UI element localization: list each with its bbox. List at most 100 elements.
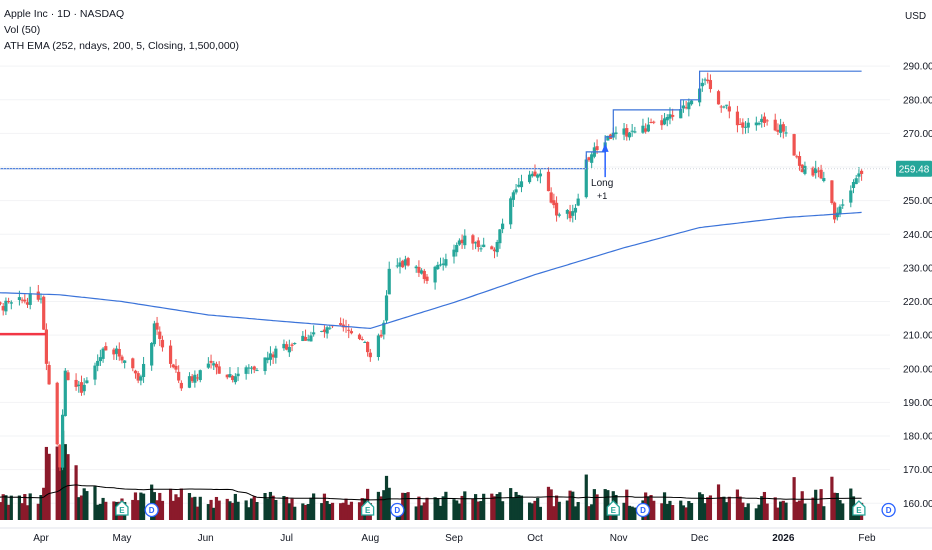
volume-bar [652, 500, 656, 520]
candlesticks [0, 72, 864, 471]
candle-body [0, 302, 3, 304]
candle-body [587, 157, 591, 161]
candle-body [152, 323, 156, 345]
candle-body [835, 212, 839, 218]
candle-body [554, 202, 559, 216]
candle-body [303, 336, 308, 341]
candle-body [42, 296, 46, 330]
volume-bar [511, 497, 515, 520]
candle-body [271, 354, 275, 358]
volume-bar [357, 502, 362, 520]
candle-body [193, 374, 197, 383]
candle-body [514, 189, 518, 193]
volume-bar [209, 499, 213, 520]
time-tick-label: Aug [361, 533, 379, 544]
volume-bar [347, 504, 351, 520]
volume-bar [725, 502, 729, 520]
candle-body [136, 373, 140, 381]
candle-body [706, 79, 710, 82]
volume-bar [463, 491, 467, 520]
volume-bar [735, 489, 740, 520]
candle-body [187, 376, 192, 388]
candle-body [420, 270, 424, 274]
candle-body [131, 358, 135, 369]
candle-body [557, 214, 561, 216]
candle-body [857, 173, 861, 177]
candle-body [117, 348, 121, 357]
candle-body [266, 357, 270, 361]
symbol-title[interactable]: Apple Inc · 1D · NASDAQ [4, 8, 125, 20]
ath-ema-indicator-label[interactable]: ATH EMA (252, ndays, 200, 5, Closing, 1,… [4, 40, 240, 52]
candle-body [441, 263, 445, 265]
candle-body [595, 146, 599, 150]
volume-bar [168, 488, 173, 520]
signal-arrow-head [601, 143, 609, 152]
volume-bar [7, 504, 11, 520]
volume-bar [536, 497, 540, 520]
volume-indicator-label[interactable]: Vol (50) [4, 24, 41, 36]
candle-body [387, 268, 391, 295]
candle-body [757, 122, 761, 125]
volume-bar [55, 446, 59, 520]
candle-body [476, 240, 480, 248]
volume-bar [622, 502, 626, 520]
candle-body [517, 184, 521, 187]
candle-body [274, 348, 278, 358]
candle-body [849, 190, 853, 203]
candle-body [776, 129, 780, 132]
candle-body [473, 242, 478, 244]
candle-body [687, 102, 691, 110]
volume-bar [762, 491, 767, 520]
volume-bar [79, 495, 84, 520]
volume-bar [743, 507, 748, 520]
candle-body [536, 174, 540, 178]
volume-bar [60, 430, 65, 520]
volume-ma-line [0, 484, 862, 501]
earnings-marker-icon [360, 500, 375, 516]
volume-bar [784, 502, 788, 520]
volume-bar [225, 498, 229, 520]
time-tick-label: Oct [527, 533, 543, 544]
volume-bar [668, 500, 672, 520]
time-tick-label: Sep [445, 533, 463, 544]
volume-bar [82, 488, 86, 520]
candle-body [171, 364, 175, 368]
volume-bar [85, 491, 89, 520]
dividend-marker-icon [881, 502, 896, 518]
candle-body [738, 124, 742, 126]
candle-body [546, 171, 551, 192]
volume-bar [689, 503, 694, 520]
volume-bar [665, 503, 669, 520]
candle-body [841, 204, 845, 206]
price-tick-label: 240.00 [903, 230, 932, 241]
candle-body [452, 249, 456, 257]
candle-body [784, 132, 788, 134]
candle-body [492, 249, 497, 252]
candle-body [552, 200, 556, 206]
volume-bar [495, 494, 499, 520]
time-tick-label: Nov [610, 533, 628, 544]
volume-bar [96, 504, 100, 520]
candle-body [662, 118, 667, 125]
candle-body [606, 135, 610, 141]
volume-bar [603, 489, 607, 520]
volume-bar [325, 501, 329, 520]
candle-body [500, 223, 505, 230]
volume-bar [660, 503, 664, 520]
candle-body [527, 174, 532, 183]
candle-body [565, 210, 569, 214]
candle-body [703, 79, 707, 81]
candle-body [325, 327, 329, 334]
candle-body [306, 339, 310, 341]
grid [0, 65, 890, 504]
time-tick-label: Feb [858, 533, 876, 544]
volume-bar [187, 492, 192, 520]
candle-body [584, 159, 588, 198]
price-axis[interactable]: 290.00280.00270.00260.00250.00240.00230.… [896, 11, 932, 510]
dividend-marker-label: D [886, 506, 892, 515]
time-tick-label: Jul [280, 533, 293, 544]
volume-bar [282, 496, 286, 520]
candle-body [214, 363, 219, 368]
time-axis[interactable]: Apr May Jun Jul Aug Sep Oct Nov Dec 2026 Feb [33, 533, 876, 544]
